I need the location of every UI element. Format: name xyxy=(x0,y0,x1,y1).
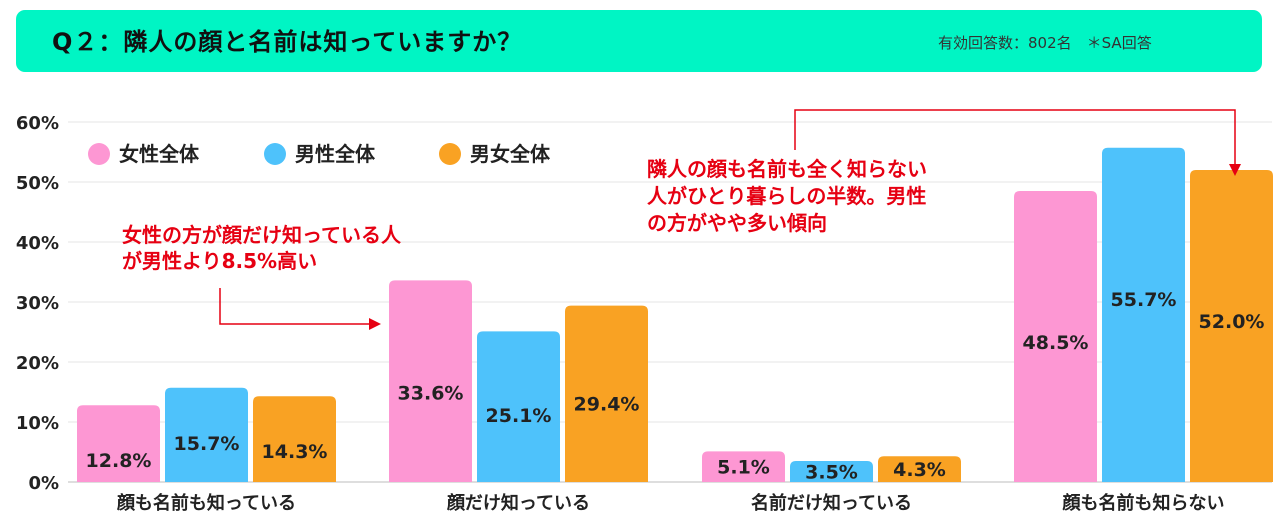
legend-marker xyxy=(439,143,461,165)
bar xyxy=(878,456,961,482)
bar xyxy=(565,305,648,482)
data-label: 52.0% xyxy=(1199,311,1265,333)
data-label: 33.6% xyxy=(398,382,464,404)
response-count: 有効回答数：802名 ＊SA回答 xyxy=(938,34,1152,52)
data-label: 5.1% xyxy=(717,457,770,479)
data-label: 12.8% xyxy=(86,450,152,472)
data-label: 4.3% xyxy=(893,459,946,481)
y-tick-label: 0% xyxy=(28,473,59,494)
annotation-text: 人がひとり暮らしの半数。男性 xyxy=(647,184,926,208)
category-label: 顔も名前も知っている xyxy=(116,492,296,514)
category-label: 名前だけ知っている xyxy=(751,492,912,514)
legend-label: 女性全体 xyxy=(119,142,200,166)
bar xyxy=(477,331,560,482)
data-label: 48.5% xyxy=(1023,332,1089,354)
legend-label: 男女全体 xyxy=(470,142,551,166)
bar xyxy=(165,387,248,482)
data-label: 14.3% xyxy=(262,441,328,463)
y-tick-label: 60% xyxy=(16,113,59,134)
bar xyxy=(1190,170,1273,482)
data-label: 29.4% xyxy=(574,394,640,416)
bar xyxy=(389,280,472,482)
annotation-arrow xyxy=(794,109,1236,164)
y-tick-label: 30% xyxy=(16,293,59,314)
bar xyxy=(1014,191,1097,482)
legend-marker xyxy=(264,143,286,165)
data-label: 25.1% xyxy=(486,405,552,427)
annotation-text: が男性より8.5%高い xyxy=(122,249,317,273)
bar xyxy=(1102,147,1185,483)
bar xyxy=(253,396,336,482)
category-label: 顔だけ知っている xyxy=(446,492,590,514)
data-label: 3.5% xyxy=(805,462,858,484)
y-tick-label: 10% xyxy=(16,413,59,434)
y-tick-label: 40% xyxy=(16,233,59,254)
data-label: 55.7% xyxy=(1111,289,1177,311)
data-label: 15.7% xyxy=(174,433,240,455)
annotation-text: の方がやや多い傾向 xyxy=(647,211,827,235)
bar xyxy=(77,405,160,482)
arrowhead xyxy=(1229,164,1241,176)
category-label: 顔も名前も知らない xyxy=(1062,492,1225,514)
annotation-text: 隣人の顔も名前も全く知らない xyxy=(647,157,927,181)
legend-marker xyxy=(88,143,110,165)
chart-title: Q２：隣人の顔と名前は知っていますか？ xyxy=(52,28,523,56)
legend-label: 男性全体 xyxy=(295,142,376,166)
annotation-text: 女性の方が顔だけ知っている人 xyxy=(122,223,402,247)
arrowhead xyxy=(369,318,381,330)
bar xyxy=(790,461,873,482)
bar xyxy=(702,451,785,482)
annotation-arrow xyxy=(219,288,370,325)
y-tick-label: 50% xyxy=(16,173,59,194)
y-tick-label: 20% xyxy=(16,353,59,374)
title-banner: Q２：隣人の顔と名前は知っていますか？ 有効回答数：802名 ＊SA回答 xyxy=(16,10,1262,72)
